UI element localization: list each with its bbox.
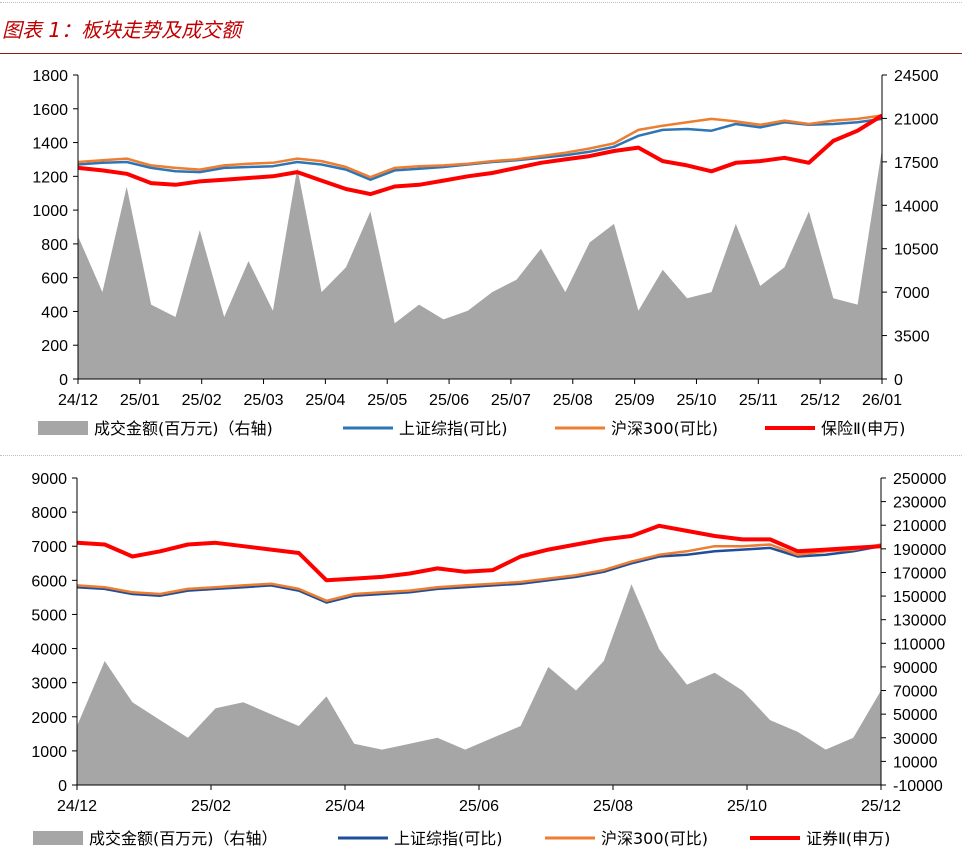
y-right-tick-label: 190000 xyxy=(893,542,946,559)
y-left-tick-label: 3000 xyxy=(31,676,67,693)
x-tick-label: 25/11 xyxy=(739,392,778,409)
sector-chart-securities: 9000800070006000500040003000200010000250… xyxy=(31,471,946,848)
title-underline xyxy=(0,53,962,54)
figure-title: 图表 1：板块走势及成交额 xyxy=(2,18,242,42)
y-right-tick-label: 50000 xyxy=(893,707,938,724)
y-right-tick-label: 7000 xyxy=(894,285,930,302)
legend-swatch-area xyxy=(33,831,83,845)
y-left-tick-label: 200 xyxy=(41,338,68,355)
x-tick-label: 25/10 xyxy=(676,392,716,409)
legend-label: 沪深300(可比) xyxy=(611,419,718,438)
y-left-tick-label: 2000 xyxy=(31,710,67,727)
y-left-tick-label: 1200 xyxy=(32,169,68,186)
x-tick-label: 25/02 xyxy=(191,798,231,815)
legend-label: 上证综指(可比) xyxy=(399,419,508,438)
x-tick-label: 25/12 xyxy=(800,392,840,409)
x-tick-label: 25/01 xyxy=(120,392,160,409)
y-right-tick-label: 70000 xyxy=(893,684,938,701)
y-right-tick-label: 0 xyxy=(894,372,903,389)
y-left-tick-label: 1400 xyxy=(32,136,68,153)
y-right-tick-label: 130000 xyxy=(893,613,946,630)
x-tick-label: 25/08 xyxy=(593,798,633,815)
y-right-tick-label: 230000 xyxy=(893,495,946,512)
y-left-tick-label: 7000 xyxy=(31,539,67,556)
y-left-tick-label: 1800 xyxy=(32,68,68,85)
legend-label: 上证综指(可比) xyxy=(394,829,503,848)
y-left-tick-label: 4000 xyxy=(31,642,67,659)
x-tick-label: 25/06 xyxy=(459,798,499,815)
y-left-tick-label: 8000 xyxy=(31,505,67,522)
y-right-tick-label: 210000 xyxy=(893,518,946,535)
y-right-tick-label: 170000 xyxy=(893,565,946,582)
series-area-turnover xyxy=(77,584,881,785)
x-tick-label: 25/02 xyxy=(182,392,222,409)
y-left-tick-label: 6000 xyxy=(31,573,67,590)
y-right-tick-label: 150000 xyxy=(893,589,946,606)
y-left-tick-label: 400 xyxy=(41,304,68,321)
sector-chart-insurance: 1800 1600 1400 1200 1000 800 600 400 200 0 24500 21… xyxy=(32,68,939,438)
y-left-tick-label: 600 xyxy=(41,271,68,288)
y-right-tick-label: 90000 xyxy=(893,660,938,677)
x-tick-label: 24/12 xyxy=(57,798,97,815)
top-dotted-rule xyxy=(0,2,962,3)
y-right-tick-label: 24500 xyxy=(894,68,939,85)
y-left-tick-label: 1000 xyxy=(31,744,67,761)
y-right-tick-label: 30000 xyxy=(893,731,938,748)
y-right-tick-label: 21000 xyxy=(894,111,939,128)
x-tick-label: 25/04 xyxy=(305,392,345,409)
y-right-tick-label: 250000 xyxy=(893,471,946,488)
y-left-tick-label: 5000 xyxy=(31,607,67,624)
x-tick-label: 25/09 xyxy=(615,392,655,409)
legend-label: 成交金额(百万元)（右轴) xyxy=(94,419,273,438)
series-line-sector xyxy=(77,113,884,197)
series-area-turnover xyxy=(78,149,882,379)
x-tick-label: 25/08 xyxy=(553,392,593,409)
y-right-tick-label: 110000 xyxy=(893,636,945,653)
y-right-tick-label: 17500 xyxy=(894,155,939,172)
y-left-tick-label: 1000 xyxy=(32,203,68,220)
legend-label: 证券Ⅱ(申万) xyxy=(806,829,890,848)
series-line-sector xyxy=(76,523,882,583)
legend-label: 沪深300(可比) xyxy=(601,829,708,848)
x-tick-label: 25/12 xyxy=(861,798,901,815)
y-left-tick-label: 800 xyxy=(41,237,68,254)
series-line-csi300 xyxy=(76,543,882,603)
x-tick-label: 25/10 xyxy=(727,798,767,815)
y-left-tick-label: 1600 xyxy=(32,102,68,119)
x-tick-label: 25/05 xyxy=(367,392,407,409)
chart-separator xyxy=(0,455,962,456)
x-tick-label: 24/12 xyxy=(58,392,98,409)
x-tick-label: 26/01 xyxy=(862,392,902,409)
x-tick-label: 25/07 xyxy=(491,392,531,409)
y-left-tick-label: 9000 xyxy=(31,471,67,488)
y-right-tick-label: 3500 xyxy=(894,329,930,346)
x-tick-label: 25/04 xyxy=(325,798,365,815)
series-line-sh-index xyxy=(76,544,882,604)
y-right-tick-label: 10500 xyxy=(894,242,939,259)
y-right-tick-label: 10000 xyxy=(893,754,938,771)
legend-label: 成交金额(百万元)（右轴） xyxy=(89,829,278,848)
y-right-tick-label: -10000 xyxy=(893,778,943,795)
legend-label: 保险Ⅱ(申万) xyxy=(821,419,905,438)
legend-swatch-area xyxy=(38,421,88,435)
y-left-tick-label: 0 xyxy=(59,372,68,389)
series-line-csi300 xyxy=(77,114,883,179)
x-tick-label: 25/06 xyxy=(429,392,469,409)
x-tick-label: 25/03 xyxy=(244,392,284,409)
y-right-tick-label: 14000 xyxy=(894,198,939,215)
y-left-tick-label: 0 xyxy=(58,778,67,795)
